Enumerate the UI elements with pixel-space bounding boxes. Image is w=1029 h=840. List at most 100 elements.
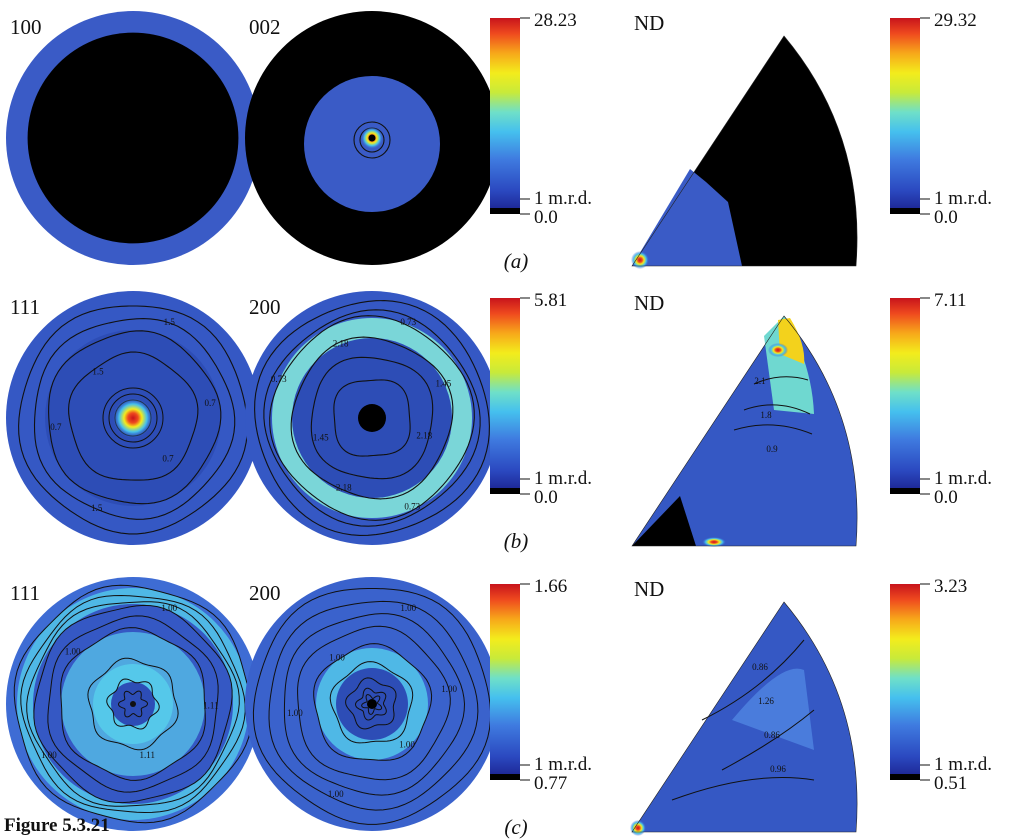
contour-value: 1.45 bbox=[313, 433, 329, 443]
pf-scale-bar-base bbox=[490, 488, 520, 494]
pf-scale-mid-label: 1 m.r.d. bbox=[534, 468, 592, 489]
contour-value: 1.8 bbox=[760, 410, 772, 420]
pf-scale-mid-label: 1 m.r.d. bbox=[534, 188, 592, 209]
ipf-scale-max-label: 7.11 bbox=[934, 290, 967, 311]
contour-value: 1.45 bbox=[436, 379, 452, 389]
ipf-scale-min-label: 0.0 bbox=[934, 207, 958, 228]
contour-line bbox=[354, 687, 387, 721]
pf-scale-mid-label: 1 m.r.d. bbox=[534, 754, 592, 775]
contour-value: 1.11 bbox=[203, 700, 218, 710]
contour-value: 0.86 bbox=[752, 662, 768, 672]
pf-scale-bar-base bbox=[490, 208, 520, 214]
figure-row: 1.5 0.7 0.7 1.5 0.7 1.5 111 0.73 1.45 2.18 0.73 2.1… bbox=[6, 290, 992, 553]
ipf-scale-bar bbox=[890, 298, 920, 494]
contour-value: 1.11 bbox=[140, 750, 155, 760]
ipf-outline bbox=[631, 35, 858, 267]
contour-value: 2.18 bbox=[336, 483, 352, 493]
pole-figure: 0.73 1.45 2.18 0.73 2.18 1.45 0.73 2.18 200 bbox=[245, 291, 499, 545]
row-label: (c) bbox=[504, 815, 527, 839]
contour-line bbox=[26, 601, 240, 807]
peak-center bbox=[367, 699, 377, 709]
contour-line bbox=[310, 356, 434, 480]
contour-value: 1.26 bbox=[758, 696, 774, 706]
peak-center bbox=[368, 134, 376, 142]
pole-figure-label: 100 bbox=[10, 15, 42, 39]
contour-ring bbox=[102, 387, 164, 449]
contour-line bbox=[18, 305, 248, 535]
contour-value: 1.00 bbox=[41, 750, 57, 760]
contour-value: 0.73 bbox=[404, 502, 420, 512]
ipf-scale-bar bbox=[890, 18, 920, 214]
contour-line bbox=[753, 376, 809, 385]
contour-line bbox=[733, 424, 813, 435]
contour-line bbox=[701, 639, 805, 721]
pf-scale-min-label: 0.0 bbox=[534, 207, 558, 228]
contour-ring bbox=[353, 121, 391, 159]
row-label: (b) bbox=[504, 529, 529, 553]
intensity-peak bbox=[768, 343, 788, 357]
contour-value: 0.96 bbox=[770, 764, 786, 774]
contour-value: 2.1 bbox=[754, 376, 765, 386]
pole-figure: 1.5 0.7 0.7 1.5 0.7 1.5 111 bbox=[6, 291, 260, 545]
pole-figure: 1.00 1.11 1.11 1.00 1.00 111 bbox=[6, 577, 260, 831]
pf-scale-bar-base bbox=[490, 774, 520, 780]
contour-line bbox=[329, 661, 414, 744]
ipf-outline bbox=[631, 601, 858, 833]
pole-figure-label: 111 bbox=[10, 581, 40, 605]
ipf-label: ND bbox=[634, 291, 664, 315]
intensity-peak bbox=[631, 251, 649, 269]
contour-line bbox=[671, 777, 815, 801]
contour-value: 1.00 bbox=[329, 652, 345, 662]
contour-value: 1.00 bbox=[399, 740, 415, 750]
pf-scale-bar bbox=[490, 298, 520, 494]
contour-line bbox=[313, 643, 433, 761]
ipf-scale-min-label: 0.51 bbox=[934, 773, 967, 794]
pole-figure-label: 200 bbox=[249, 295, 281, 319]
contour-line bbox=[263, 309, 481, 527]
contour-line bbox=[20, 594, 246, 814]
ipf-scale-bar-base bbox=[890, 774, 920, 780]
ipf-band bbox=[732, 668, 814, 750]
contour-line bbox=[13, 584, 253, 824]
pole-figure-label: 002 bbox=[249, 15, 281, 39]
contour-line bbox=[268, 600, 479, 811]
contour-value: 1.00 bbox=[287, 708, 303, 718]
ipf-label: ND bbox=[634, 577, 664, 601]
contour-line bbox=[48, 330, 222, 505]
contour-value: 1.5 bbox=[91, 503, 103, 513]
ipf-scale-mid-label: 1 m.r.d. bbox=[934, 468, 992, 489]
intensity-peak bbox=[113, 398, 153, 438]
ipf-scale-bar-base bbox=[890, 488, 920, 494]
ipf-scale-mid-label: 1 m.r.d. bbox=[934, 754, 992, 775]
figure-row: 100 002 28.231 m.r.d.0.0ND 29.321 m.r.d.0.0… bbox=[6, 10, 992, 273]
inverse-pole-figure: 2.1 1.8 0.9 ND bbox=[631, 291, 858, 547]
ipf-label: ND bbox=[634, 11, 664, 35]
ipf-outline bbox=[631, 315, 858, 547]
contour-value: 0.7 bbox=[162, 454, 174, 464]
contour-line bbox=[361, 694, 383, 715]
contour-line bbox=[333, 379, 411, 457]
contour-line bbox=[68, 351, 199, 481]
contour-line bbox=[47, 615, 219, 793]
contour-value: 1.00 bbox=[441, 684, 457, 694]
contour-value: 2.18 bbox=[416, 430, 432, 440]
peak-center bbox=[130, 701, 136, 707]
contour-line bbox=[33, 604, 233, 804]
contour-value: 0.7 bbox=[50, 422, 62, 432]
pole-figure: 100 bbox=[6, 11, 260, 265]
ipf-scale-max-label: 29.32 bbox=[934, 10, 977, 31]
contour-value: 0.7 bbox=[204, 398, 216, 408]
contour-value: 1.00 bbox=[400, 603, 416, 613]
row-label: (a) bbox=[504, 249, 529, 273]
contour-value: 2.18 bbox=[333, 339, 349, 349]
contour-line bbox=[283, 613, 466, 796]
contour-line bbox=[254, 300, 490, 536]
ipf-scale-bar bbox=[890, 584, 920, 780]
figure-row: 1.00 1.11 1.11 1.00 1.00 111 1.00 1.00 1.00 1.00 1… bbox=[6, 576, 992, 839]
pf-scale-min-label: 0.77 bbox=[534, 773, 567, 794]
contour-line bbox=[60, 627, 206, 781]
contour-value: 1.00 bbox=[161, 603, 177, 613]
ipf-scale-bar-base bbox=[890, 208, 920, 214]
contour-line bbox=[721, 709, 815, 771]
pole-figure-label: 200 bbox=[249, 581, 281, 605]
